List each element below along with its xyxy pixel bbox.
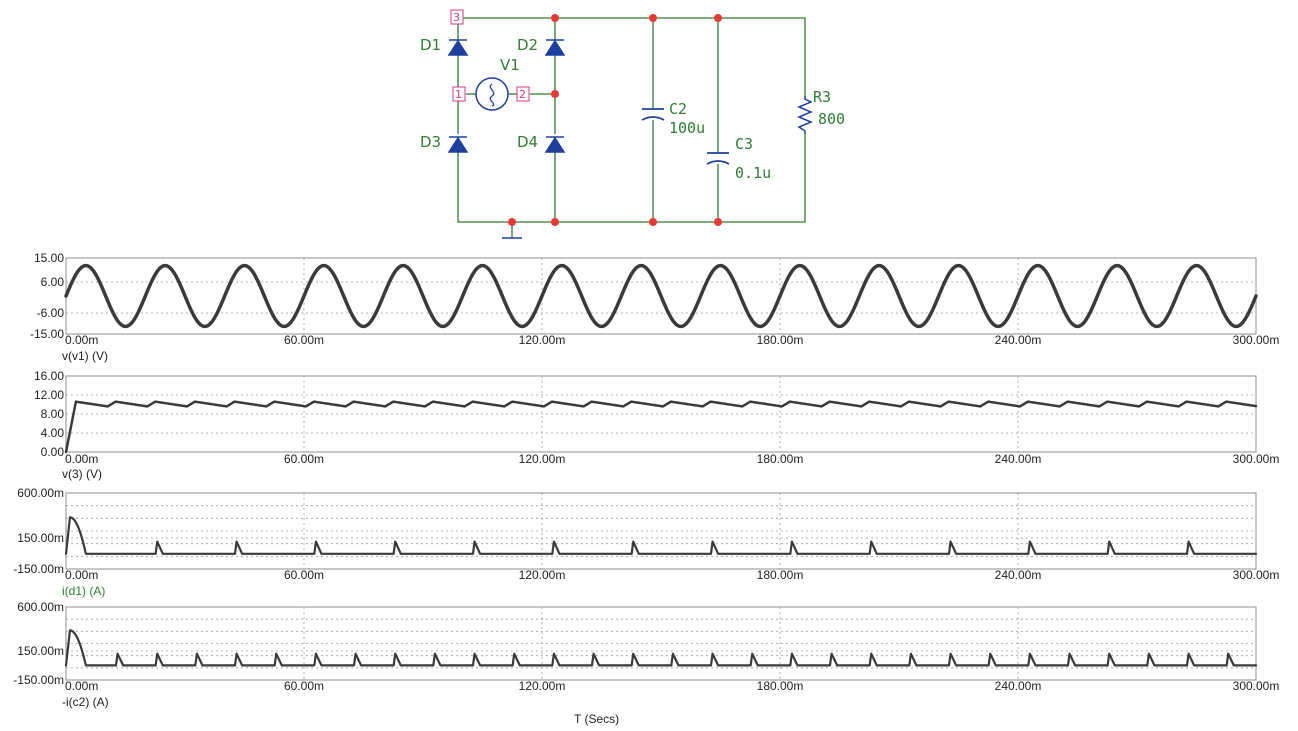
- x-tick-label: 0.00m: [65, 679, 98, 693]
- label-r3-value: 800: [818, 110, 845, 128]
- label-d2: D2: [517, 36, 538, 54]
- x-tick-label: 300.00m: [1233, 333, 1280, 347]
- series-line: [64, 400, 1258, 454]
- junction-nodes: [508, 14, 722, 226]
- x-tick-label: 300.00m: [1233, 679, 1280, 693]
- label-d4: D4: [517, 133, 538, 151]
- x-tick-label: 240.00m: [995, 333, 1042, 347]
- y-tick-label: 12.00: [34, 388, 64, 402]
- x-tick-label: 60.00m: [284, 452, 324, 466]
- plot-panel-2: 16.00 12.00 8.00 4.00 0.00 0.00m 60.00m 120.00m…: [34, 369, 1279, 481]
- y-axis-label: v(v1) (V): [62, 349, 108, 363]
- y-tick-label: 600.00m: [17, 600, 64, 614]
- y-tick-label: 150.00m: [17, 644, 64, 658]
- label-c3-value: 0.1u: [735, 164, 771, 182]
- y-tick-label: -150.00m: [13, 673, 64, 687]
- x-tick-label: 240.00m: [995, 679, 1042, 693]
- y-tick-label: 150.00m: [17, 531, 64, 545]
- y-axis-label: i(d1) (A): [62, 584, 105, 598]
- plot-panel-1: 15.00 6.00 -6.00 -15.00 0.00m 60.00m 120.00m 18…: [30, 251, 1279, 363]
- x-tick-label: 180.00m: [757, 333, 804, 347]
- plot-panel-4: 600.00m 150.00m -150.00m 0.00m 60.00m 120.00m…: [13, 600, 1279, 709]
- y-tick-label: -15.00: [30, 327, 64, 341]
- y-tick-label: -150.00m: [13, 562, 64, 576]
- circuit-schematic: 3 1 2 D1 D2 D3 D4 V1 C2 100u C3 0.1u R3 …: [420, 9, 845, 239]
- x-tick-label: 0.00m: [65, 568, 98, 582]
- x-tick-label: 180.00m: [757, 452, 804, 466]
- y-axis-label: v(3) (V): [62, 467, 102, 481]
- series-line: [64, 516, 1258, 555]
- x-tick-label: 180.00m: [757, 568, 804, 582]
- y-tick-label: 8.00: [41, 407, 65, 421]
- x-tick-label: 120.00m: [519, 452, 566, 466]
- label-v1: V1: [500, 56, 520, 74]
- x-tick-label: 60.00m: [284, 568, 324, 582]
- capacitor-c2[interactable]: [641, 108, 665, 121]
- resistor-r3[interactable]: [797, 96, 813, 134]
- label-c3: C3: [735, 135, 753, 153]
- x-tick-label: 0.00m: [65, 452, 98, 466]
- y-axis-label: -i(c2) (A): [62, 695, 109, 709]
- x-tick-label: 240.00m: [995, 568, 1042, 582]
- pin-3-label: 3: [453, 11, 460, 24]
- y-tick-label: 16.00: [34, 369, 64, 383]
- label-d3: D3: [420, 133, 441, 151]
- diode-d1[interactable]: [447, 39, 469, 56]
- ac-source-v1[interactable]: [475, 77, 509, 111]
- y-tick-label: 15.00: [34, 251, 64, 265]
- y-tick-label: 0.00: [41, 445, 65, 459]
- diode-d4[interactable]: [544, 136, 566, 153]
- y-tick-label: -6.00: [37, 306, 65, 320]
- label-c2-value: 100u: [669, 119, 705, 137]
- series-line: [64, 629, 1258, 667]
- y-tick-label: 4.00: [41, 426, 65, 440]
- x-tick-label: 0.00m: [65, 333, 98, 347]
- pin-3: 3: [450, 9, 464, 25]
- plot-panel-3: 600.00m 150.00m -150.00m 0.00m 60.00m 120.00m…: [13, 486, 1279, 598]
- y-tick-label: 6.00: [41, 275, 65, 289]
- x-tick-label: 120.00m: [519, 333, 566, 347]
- x-tick-label: 120.00m: [519, 568, 566, 582]
- x-tick-label: 300.00m: [1233, 568, 1280, 582]
- capacitor-c3[interactable]: [706, 152, 730, 165]
- pin-1-label: 1: [455, 88, 462, 101]
- pin-1: 1: [452, 86, 466, 102]
- y-tick-label: 600.00m: [17, 486, 64, 500]
- x-tick-label: 300.00m: [1233, 452, 1280, 466]
- label-r3: R3: [813, 88, 831, 106]
- x-tick-label: 240.00m: [995, 452, 1042, 466]
- label-c2: C2: [669, 100, 687, 118]
- x-tick-label: 60.00m: [284, 679, 324, 693]
- diode-d2[interactable]: [544, 39, 566, 56]
- pin-2-label: 2: [519, 88, 526, 101]
- pin-2: 2: [516, 86, 530, 102]
- x-tick-label: 120.00m: [519, 679, 566, 693]
- diode-d3[interactable]: [447, 136, 469, 153]
- x-tick-label: 180.00m: [757, 679, 804, 693]
- series-line: [64, 263, 1258, 329]
- x-tick-label: 60.00m: [284, 333, 324, 347]
- label-d1: D1: [420, 36, 441, 54]
- x-axis-title: T (Secs): [574, 712, 620, 726]
